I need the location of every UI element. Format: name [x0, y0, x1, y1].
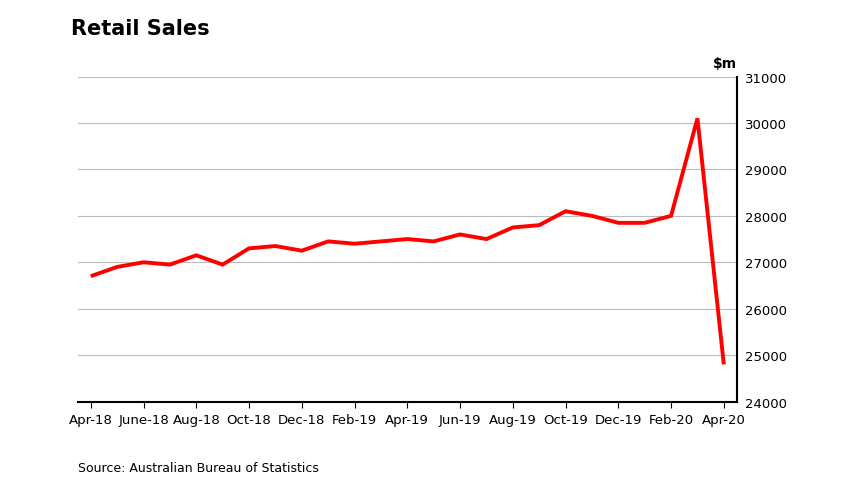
- Text: Retail Sales: Retail Sales: [71, 18, 209, 39]
- Text: Source: Australian Bureau of Statistics: Source: Australian Bureau of Statistics: [77, 461, 318, 474]
- Text: $m: $m: [712, 57, 736, 71]
